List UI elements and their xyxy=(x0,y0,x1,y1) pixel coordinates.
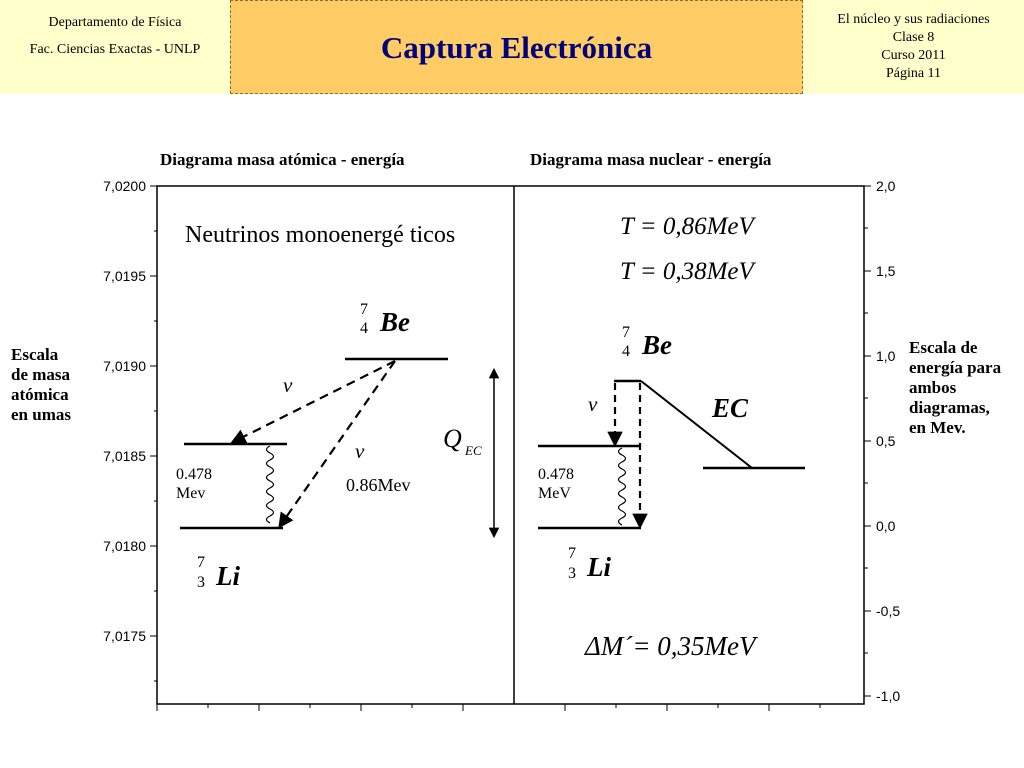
course-year: Curso 2011 xyxy=(881,48,946,63)
faculty-name: Fac. Ciencias Exactas - UNLP xyxy=(29,42,201,57)
level-energy-right-value: 0.478 xyxy=(538,466,574,483)
right-tick-label: 1,0 xyxy=(876,348,896,364)
left-scale-note: Escala de masa atómica en umas xyxy=(11,345,71,425)
ec-transition-line xyxy=(640,380,753,469)
kinetic-energy-eq-1: T = 0,86MeV xyxy=(620,213,756,240)
class-number: Clase 8 xyxy=(892,30,935,45)
right-scale-note: Escala de energía para ambos diagramas, … xyxy=(909,338,1001,438)
li7-label-right: 7 3 Li xyxy=(568,545,611,582)
right-scale-note-line: energía para xyxy=(909,358,1002,377)
right-tick-label: -0,5 xyxy=(876,603,900,619)
be7-atomic-number: 4 xyxy=(360,320,368,337)
q-ec-subscript: EC xyxy=(464,443,482,458)
right-scale-note-line: en Mev. xyxy=(909,418,966,437)
level-energy-right-unit: MeV xyxy=(538,485,571,502)
left-axis xyxy=(150,185,157,682)
nu-label-left-1: ν xyxy=(283,373,293,397)
li7-label-left: 7 3 Li xyxy=(197,554,240,591)
right-axis xyxy=(864,185,871,697)
bottom-axis xyxy=(156,704,821,711)
capture-arrow-to-excited xyxy=(230,360,396,444)
left-diagram-title: Diagrama masa atómica - energía xyxy=(160,150,405,169)
be7-label-right: 7 4 Be xyxy=(622,324,672,360)
li7-symbol: Li xyxy=(586,552,611,582)
be7-label-left: 7 4 Be xyxy=(360,301,410,337)
li7-mass-number: 7 xyxy=(568,545,576,562)
li7-atomic-number: 3 xyxy=(197,574,205,591)
nu-label-right: ν xyxy=(588,392,598,416)
plot-frame xyxy=(156,185,865,705)
page-number: Página 11 xyxy=(885,66,942,81)
right-tick-label: 0,0 xyxy=(876,518,896,534)
left-tick-label: 7,0200 xyxy=(103,178,146,194)
be7-atomic-number: 4 xyxy=(622,343,630,360)
right-diagram-title: Diagrama masa nuclear - energía xyxy=(530,150,772,169)
li7-symbol: Li xyxy=(215,561,240,591)
ec-label: EC xyxy=(711,393,749,423)
capture-arrow-to-ground xyxy=(278,360,396,529)
li7-atomic-number: 3 xyxy=(568,565,576,582)
header-title-box: Captura Electrónica xyxy=(230,0,803,94)
level-energy-left-value: 0.478 xyxy=(176,466,212,483)
left-scale-note-line: Escala xyxy=(11,345,59,364)
gamma-wave-left xyxy=(265,445,275,524)
left-tick-label: 7,0190 xyxy=(103,358,146,374)
left-tick-label: 7,0185 xyxy=(103,448,146,464)
header-right-box: El núcleo y sus radiaciones Clase 8 Curs… xyxy=(803,0,1024,94)
left-tick-label: 7,0175 xyxy=(103,628,146,644)
left-scale-note-line: atómica xyxy=(11,385,69,404)
be7-symbol: Be xyxy=(379,307,410,337)
capture-energy-label: 0.86Mev xyxy=(346,475,411,495)
right-tick-label: -1,0 xyxy=(876,688,900,704)
header-left-box: Departamento de Física Fac. Ciencias Exa… xyxy=(0,0,230,94)
right-tick-label: 1,5 xyxy=(876,263,896,279)
left-tick-label: 7,0180 xyxy=(103,538,146,554)
left-tick-label: 7,0195 xyxy=(103,268,146,284)
course-topic: El núcleo y sus radiaciones xyxy=(837,12,990,27)
be7-symbol: Be xyxy=(641,330,672,360)
left-scale-note-line: de masa xyxy=(11,365,71,384)
right-tick-label: 0,5 xyxy=(876,433,896,449)
mass-difference-eq: ΔM´= 0,35MeV xyxy=(584,631,759,661)
right-tick-label: 2,0 xyxy=(876,178,896,194)
q-ec-label: Q xyxy=(443,424,462,453)
nu-label-left-2: ν xyxy=(355,439,365,463)
gamma-wave-right xyxy=(617,447,627,526)
left-scale-note-line: en umas xyxy=(11,405,71,424)
level-energy-left-unit: Mev xyxy=(176,485,205,502)
neutrinos-text: Neutrinos monoenergé ticos xyxy=(185,222,455,248)
be7-mass-number: 7 xyxy=(622,324,630,341)
kinetic-energy-eq-2: T = 0,38MeV xyxy=(620,258,756,285)
be7-mass-number: 7 xyxy=(360,301,368,318)
li7-mass-number: 7 xyxy=(197,554,205,571)
right-scale-note-line: ambos xyxy=(909,378,957,397)
department-name: Departamento de Física xyxy=(48,15,182,30)
right-scale-note-line: diagramas, xyxy=(909,398,990,417)
right-scale-note-line: Escala de xyxy=(909,338,978,357)
